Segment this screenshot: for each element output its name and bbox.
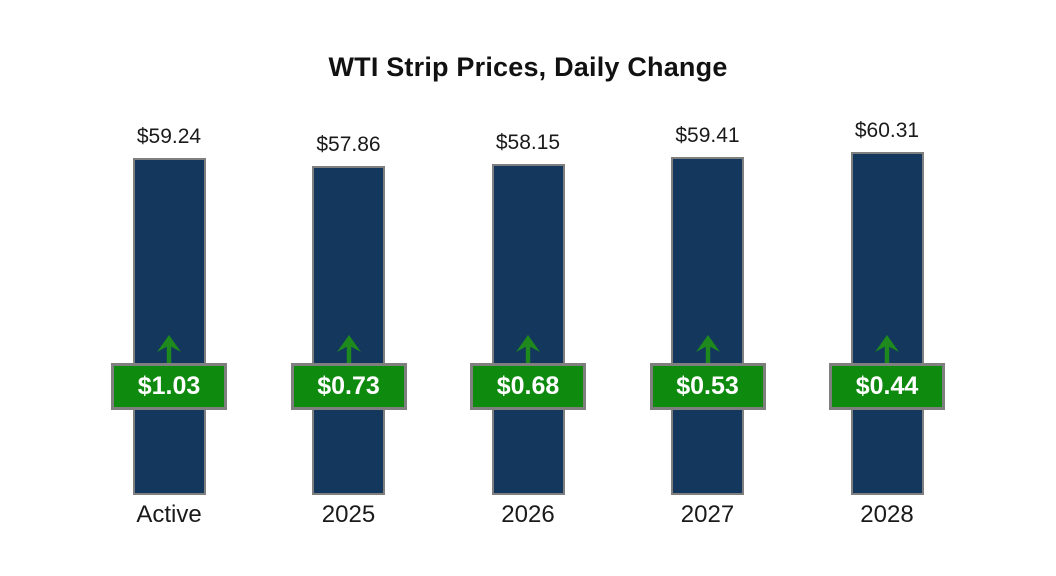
up-arrow-icon	[695, 335, 720, 363]
up-arrow-icon	[157, 335, 181, 363]
category-label: 2028	[860, 501, 914, 528]
bar	[132, 157, 206, 495]
change-badge: $0.44	[829, 363, 945, 410]
change-badge: $0.73	[290, 363, 407, 410]
change-badge: $1.03	[111, 363, 227, 410]
bar	[671, 156, 744, 495]
bar-value-label: $59.41	[675, 123, 740, 147]
up-arrow-icon	[875, 335, 899, 363]
category-label: 2025	[321, 501, 376, 528]
chart-title: WTI Strip Prices, Daily Change	[328, 52, 728, 82]
bar-value-label: $60.31	[854, 118, 920, 142]
bar-value-label: $59.24	[136, 124, 202, 148]
bar	[850, 151, 924, 495]
bar-value-label: $57.86	[316, 132, 381, 156]
bar	[312, 165, 385, 495]
up-arrow-icon	[336, 335, 361, 363]
change-badge: $0.68	[470, 363, 586, 410]
category-label: 2026	[501, 501, 555, 528]
up-arrow-icon	[516, 335, 540, 363]
category-label: Active	[136, 501, 202, 528]
category-label: 2027	[680, 501, 735, 528]
bar-value-label: $58.15	[495, 131, 561, 155]
change-badge: $0.53	[649, 363, 766, 410]
bar	[491, 164, 565, 495]
